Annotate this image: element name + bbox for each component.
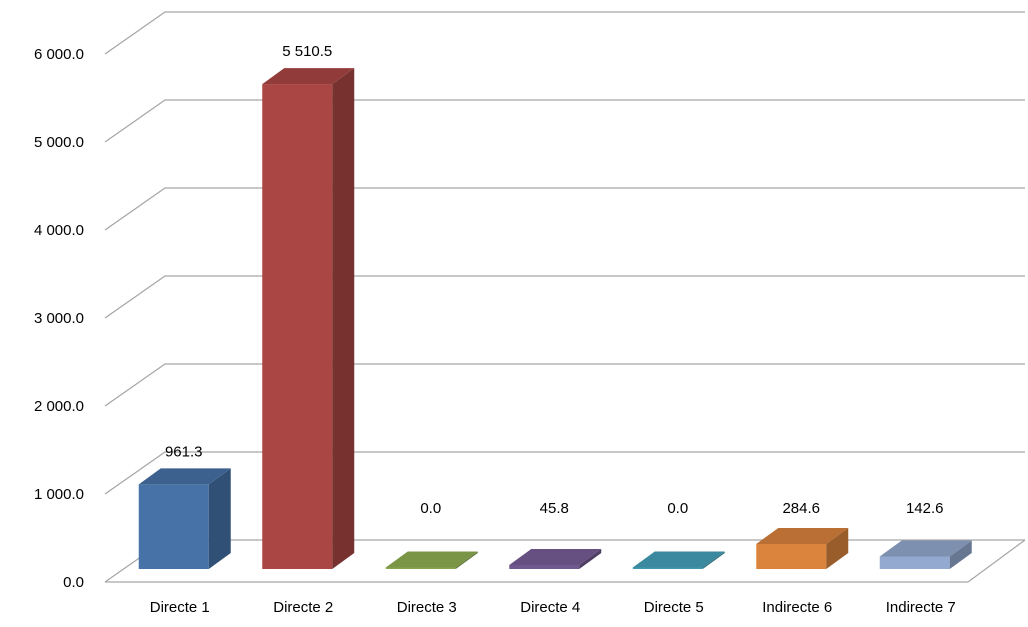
gridline-1 [104,451,1025,495]
bar-7 [879,556,950,569]
data-label: 5 510.5 [282,43,332,60]
bar-side-2 [332,68,355,570]
data-label: 961.3 [165,443,203,460]
y-tick-label: 3 000.0 [34,310,84,327]
y-tick-label: 0.0 [63,574,84,591]
gridline-2 [104,363,1025,407]
bar-side-3 [455,551,478,569]
gridline-5 [104,99,1025,143]
bar-2 [262,84,333,570]
data-label: 0.0 [667,500,688,517]
bar-side-1 [208,468,231,569]
bar-top-1 [138,468,231,485]
category-label: Directe 2 [273,599,333,616]
bar-top-4 [509,548,602,565]
gridline-3 [104,275,1025,319]
gridline-4 [104,187,1025,231]
bar-top-2 [262,68,355,85]
bar-top-5 [632,551,725,568]
y-tick-label: 4 000.0 [34,222,84,239]
bar-side-6 [826,527,849,569]
bar-3 [385,567,456,569]
labels: Directe 1 961.3 Directe 2 5 510.5 Directe 3 0… [150,43,956,616]
y-tick-label: 6 000.0 [34,46,84,63]
bar-top-6 [756,527,849,544]
gridline-6 [104,11,1025,55]
category-label: Directe 5 [644,599,704,616]
data-label: 284.6 [782,500,820,517]
category-label: Indirecte 7 [886,599,956,616]
bar-6 [756,543,827,569]
bar-side-7 [949,540,972,569]
category-label: Indirecte 6 [762,599,832,616]
y-tick-label: 2 000.0 [34,398,84,415]
bar-4 [509,564,580,569]
data-label: 45.8 [540,500,569,517]
bar-side-4 [579,548,602,569]
y-tick-label: 5 000.0 [34,134,84,151]
bar-5 [632,567,703,569]
data-label: 142.6 [906,500,944,517]
gridlines [104,11,1026,583]
category-label: Directe 1 [150,599,210,616]
floor-right-edge [967,539,1026,583]
y-tick-label: 1 000.0 [34,486,84,503]
category-label: Directe 3 [397,599,457,616]
data-label: 0.0 [420,500,441,517]
y-axis: 0.0 1 000.0 2 000.0 3 000.0 4 000.0 5 000.0 6 … [34,46,84,591]
bar-side-5 [702,551,725,569]
bars [138,68,972,570]
category-label: Directe 4 [520,599,580,616]
bar-top-7 [879,540,972,557]
bar-1 [138,484,209,569]
bar-top-3 [385,551,478,568]
